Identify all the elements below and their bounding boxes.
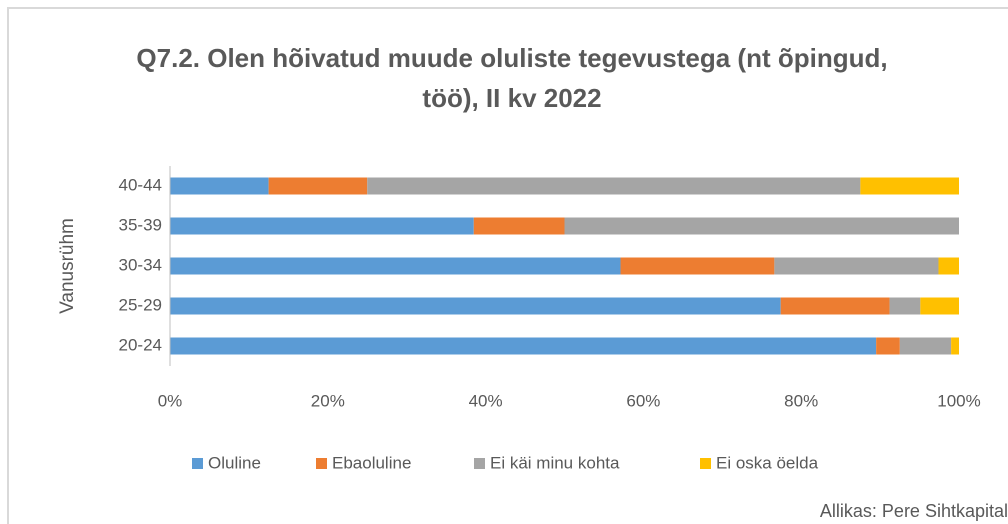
bar-segment	[367, 177, 861, 195]
y-tick-label: 25-29	[119, 295, 162, 314]
x-tick-label: 60%	[626, 391, 660, 410]
chart-title: Q7.2. Olen hõivatud muude oluliste tegev…	[136, 43, 888, 113]
legend-swatch	[316, 458, 327, 469]
legend-label: Ei käi minu kohta	[490, 453, 620, 472]
bar-segment	[876, 337, 900, 355]
y-axis-label: Vanusrühm	[57, 218, 78, 314]
y-tick-label: 20-24	[119, 335, 162, 354]
legend-label: Ebaoluline	[332, 453, 411, 472]
x-tick-label: 80%	[784, 391, 818, 410]
x-tick-label: 100%	[937, 391, 980, 410]
bar-segment	[473, 217, 565, 235]
bar-segment	[170, 217, 474, 235]
legend-label: Oluline	[208, 453, 261, 472]
bar-segment	[774, 257, 939, 275]
legend-swatch	[474, 458, 485, 469]
y-tick-label: 40-44	[119, 175, 162, 194]
bar-segment	[938, 257, 959, 275]
legend-label: Ei oska öelda	[716, 453, 819, 472]
bar-segment	[268, 177, 368, 195]
bar-segment	[860, 177, 959, 195]
bar-segment	[620, 257, 775, 275]
legend-swatch	[700, 458, 711, 469]
y-tick-label: 30-34	[119, 255, 162, 274]
bar-segment	[951, 337, 959, 355]
y-tick-label: 35-39	[119, 215, 162, 234]
bar-segment	[170, 257, 621, 275]
source: Allikas: Pere Sihtkapital	[820, 501, 1008, 521]
bar-segment	[899, 337, 952, 355]
bar-segment	[920, 297, 959, 315]
bar-segment	[780, 297, 890, 315]
bar-segment	[170, 337, 877, 355]
bar-segment	[889, 297, 921, 315]
bar-segment	[170, 297, 781, 315]
x-tick-label: 40%	[469, 391, 503, 410]
x-tick-label: 20%	[311, 391, 345, 410]
x-tick-label: 0%	[158, 391, 183, 410]
bar-segment	[564, 217, 959, 235]
legend-swatch	[192, 458, 203, 469]
bar-segment	[170, 177, 269, 195]
